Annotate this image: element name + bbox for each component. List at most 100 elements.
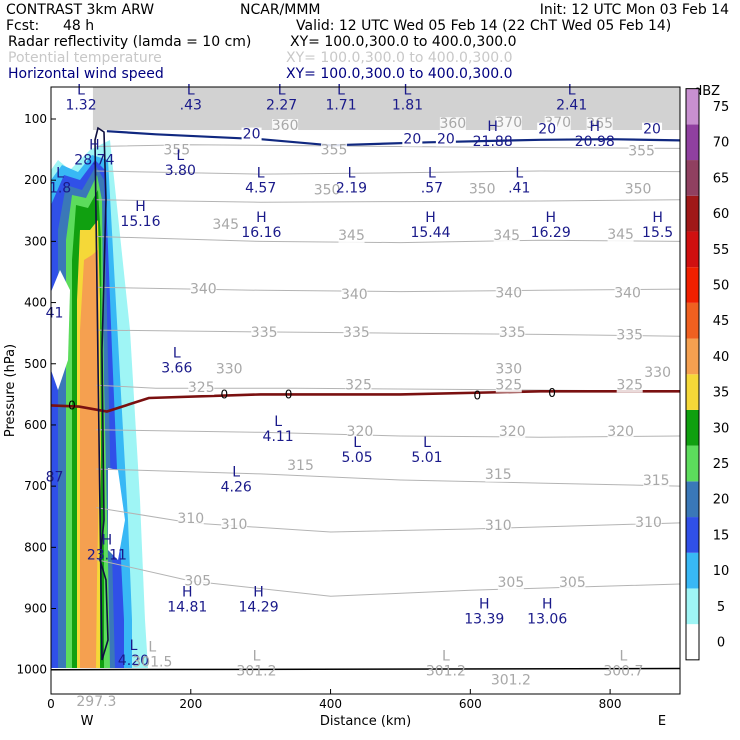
y-tick-label-300: 300 bbox=[24, 234, 47, 248]
wind-20-contour bbox=[106, 130, 680, 147]
colorbar-label-10: 10 bbox=[713, 564, 730, 579]
theta-label-31: 320 bbox=[499, 424, 526, 440]
wind-extremum-value-27: 23.11 bbox=[87, 547, 127, 563]
wind-0-label-4: 0 bbox=[548, 386, 556, 400]
wind-extremum-letter-18: H bbox=[545, 210, 556, 226]
axes: 0 200 400 600 800100200300400500600700800900… bbox=[3, 112, 666, 729]
theta-label-bg bbox=[321, 143, 348, 158]
field-reflectivity-name: Radar reflectivity (lamda = 10 cm) bbox=[8, 34, 251, 50]
y-axis-title: Pressure (hPa) bbox=[3, 344, 18, 437]
y-tick-label-500: 500 bbox=[24, 357, 47, 371]
east-label: E bbox=[658, 714, 666, 729]
wind-extremum-letter-0: L bbox=[77, 83, 85, 99]
colorbar-label-40: 40 bbox=[713, 350, 730, 365]
theta-label-bg bbox=[616, 378, 643, 393]
theta-label-bg bbox=[469, 182, 496, 197]
wind-extremum-value-4: 1.81 bbox=[392, 98, 423, 114]
field-wind-xy: XY= 100.0,300.0 to 400.0,300.0 bbox=[286, 66, 513, 82]
theta-label-7: 355 bbox=[628, 144, 655, 160]
theta-label-bg bbox=[345, 378, 372, 393]
init-time: Init: 12 UTC Mon 03 Feb 14 bbox=[540, 2, 729, 18]
colorbar-label-35: 35 bbox=[713, 386, 730, 401]
theta-label-23: 330 bbox=[216, 362, 243, 378]
wind-extremum-value-19: 15.5 bbox=[642, 225, 673, 241]
wind-extremum-letter-14: L bbox=[515, 166, 523, 182]
theta-extremum-letter-1: L bbox=[253, 649, 261, 665]
stratosphere-contour-band bbox=[92, 87, 680, 131]
wind-extremum-value-15: 15.16 bbox=[120, 214, 160, 230]
wind-extremum-letter-11: L bbox=[257, 166, 265, 182]
wind-extremum-letter-32: L bbox=[130, 638, 138, 654]
field-reflectivity-xy: XY= 100.0,300.0 to 400.0,300.0 bbox=[290, 34, 517, 50]
wind-extremum-value-6: 28.74 bbox=[74, 153, 114, 169]
theta-label-9: 350 bbox=[469, 182, 496, 198]
wind-extremum-value-22: 4.11 bbox=[263, 429, 294, 445]
colorbar-label-20: 20 bbox=[713, 493, 730, 508]
theta-label-bg bbox=[314, 183, 341, 198]
theta-label-bg bbox=[493, 229, 520, 244]
wind-extremum-letter-8: H bbox=[589, 119, 600, 135]
theta-label-42: 305 bbox=[559, 575, 586, 591]
theta-label-bg bbox=[272, 119, 299, 134]
wind-extremum-value-23: 5.05 bbox=[342, 450, 373, 466]
theta-label-bg bbox=[341, 287, 368, 302]
y-tick-label-400: 400 bbox=[24, 296, 47, 310]
wind-20-label-1: 20 bbox=[403, 131, 421, 147]
colorbar-swatch-70 bbox=[686, 124, 699, 161]
theta-label-bg bbox=[607, 227, 634, 242]
wind-extremum-value-12: 2.19 bbox=[336, 181, 367, 197]
wind-extremum-value-20: 41 bbox=[46, 306, 64, 322]
theta-label-bg bbox=[346, 424, 373, 439]
theta-label-bg bbox=[184, 574, 211, 589]
theta-contour-340 bbox=[96, 236, 680, 244]
wind-extremum-value-11: 4.57 bbox=[245, 181, 276, 197]
theta-label-bg bbox=[628, 144, 655, 159]
colorbar-swatch-55 bbox=[686, 231, 699, 268]
theta-label-bg bbox=[216, 362, 243, 377]
colorbar-swatch-50 bbox=[686, 267, 699, 303]
wind-20-label-3: 20 bbox=[538, 122, 556, 138]
theta-label-bg bbox=[177, 511, 204, 526]
wind-extremum-value-5: 2.41 bbox=[556, 98, 587, 114]
wind-20-label-4: 20 bbox=[643, 122, 661, 138]
colorbar: dBZ 0 5 10 15 20 25 30 35 40 45 50 55 60 65 70 75 bbox=[685, 84, 730, 661]
wind-extremum-letter-13: L bbox=[428, 166, 436, 182]
wind-extremum-value-14: .41 bbox=[508, 181, 530, 197]
theta-extremum-value-2: 301.2 bbox=[426, 664, 466, 680]
theta-label-bg bbox=[643, 473, 670, 488]
y-tick-label-100: 100 bbox=[24, 112, 47, 126]
theta-label-33: 315 bbox=[287, 458, 314, 474]
theta-label-36: 310 bbox=[177, 511, 204, 527]
colorbar-label-5: 5 bbox=[717, 600, 725, 615]
theta-contour-350 bbox=[96, 170, 680, 175]
theta-contour-345 bbox=[96, 199, 680, 203]
theta-label-17: 340 bbox=[495, 286, 522, 302]
wind-extremum-value-18: 16.29 bbox=[531, 225, 571, 241]
west-label: W bbox=[81, 714, 94, 729]
theta-extremum-value-1: 301.2 bbox=[236, 664, 276, 680]
wind-extremum-letter-2: L bbox=[278, 83, 286, 99]
theta-label-bg bbox=[287, 459, 314, 474]
wind-extremum-letter-4: L bbox=[404, 83, 412, 99]
wind-extremum-letter-24: L bbox=[423, 435, 431, 451]
colorbar-swatch-65 bbox=[686, 160, 699, 196]
wind-extremum-value-1: .43 bbox=[180, 98, 202, 114]
theta-extremum-letter-4: L bbox=[619, 649, 627, 665]
y-tick-label-800: 800 bbox=[24, 540, 47, 554]
plot-area bbox=[51, 87, 680, 671]
theta-label-8: 350 bbox=[314, 182, 341, 198]
theta-label-12: 345 bbox=[338, 228, 365, 244]
y-tick-label-600: 600 bbox=[24, 418, 47, 432]
theta-label-bg bbox=[559, 576, 586, 591]
x-tick-label-800: 800 bbox=[599, 697, 622, 711]
wind-extremum-value-31: 13.06 bbox=[527, 612, 567, 628]
wind-extremum-value-25: 87 bbox=[46, 470, 64, 486]
colorbar-swatch-20 bbox=[686, 481, 699, 518]
theta-label-bg bbox=[485, 467, 512, 482]
theta-label-bg bbox=[338, 229, 365, 244]
colorbar-label-25: 25 bbox=[713, 457, 730, 472]
theta-extremum-value-5: 297.3 bbox=[76, 694, 116, 710]
theta-label-11: 345 bbox=[212, 217, 239, 233]
